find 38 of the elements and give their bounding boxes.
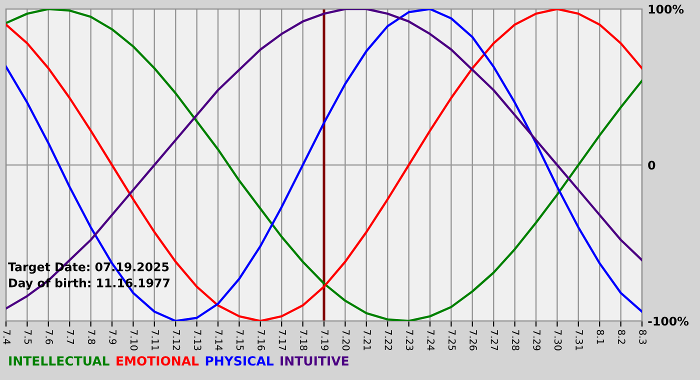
x-tick-label: 7.4	[3, 330, 10, 344]
x-tick-label: 7.16	[258, 330, 265, 350]
x-tick-label: 7.7	[66, 330, 74, 344]
x-tick-label: 7.28	[512, 330, 520, 350]
y-tick-label: 0	[648, 160, 656, 170]
text: INTELLECTUAL	[9, 356, 110, 366]
x-tick-label: 7.20	[342, 330, 350, 350]
x-tick-label: 7.27	[490, 330, 498, 350]
x-tick-label: 7.22	[384, 330, 392, 350]
x-tick-label: 7.11	[152, 330, 159, 350]
x-tick-label: 7.13	[194, 330, 202, 350]
x-tick-label: 7.6	[46, 330, 53, 344]
x-tick-label: 7.23	[406, 330, 414, 350]
text: PHYSICAL	[206, 356, 274, 366]
x-tick-label: 7.5	[24, 330, 32, 344]
y-tick-label: 100%	[648, 4, 684, 14]
x-tick-label: 7.9	[109, 330, 117, 344]
x-tick-label: 7.12	[172, 330, 180, 350]
x-tick-label: 8.1	[596, 330, 604, 344]
x-tick-label: 7.25	[448, 330, 456, 350]
x-tick-label: 7.21	[364, 330, 371, 350]
text: EMOTIONAL	[116, 356, 199, 366]
x-tick-label: 8.3	[639, 330, 647, 344]
x-tick-label: 7.29	[533, 330, 541, 350]
x-tick-label: 7.15	[236, 330, 244, 350]
x-tick-label: 7.17	[278, 330, 286, 350]
y-tick-label: -100%	[648, 316, 689, 326]
x-tick-label: 7.8	[88, 330, 96, 344]
x-tick-label: 7.26	[470, 330, 477, 350]
text: INTUITIVE	[280, 356, 348, 366]
x-tick-label: 7.18	[300, 330, 308, 350]
x-tick-label: 7.14	[215, 330, 222, 350]
x-tick-label: 7.10	[130, 330, 138, 350]
x-tick-label: 8.2	[618, 330, 626, 344]
x-tick-label: 7.24	[427, 330, 435, 350]
x-tick-label: 7.19	[321, 330, 329, 350]
x-tick-label: 7.30	[554, 330, 562, 350]
x-tick-label: 7.31	[576, 330, 583, 350]
